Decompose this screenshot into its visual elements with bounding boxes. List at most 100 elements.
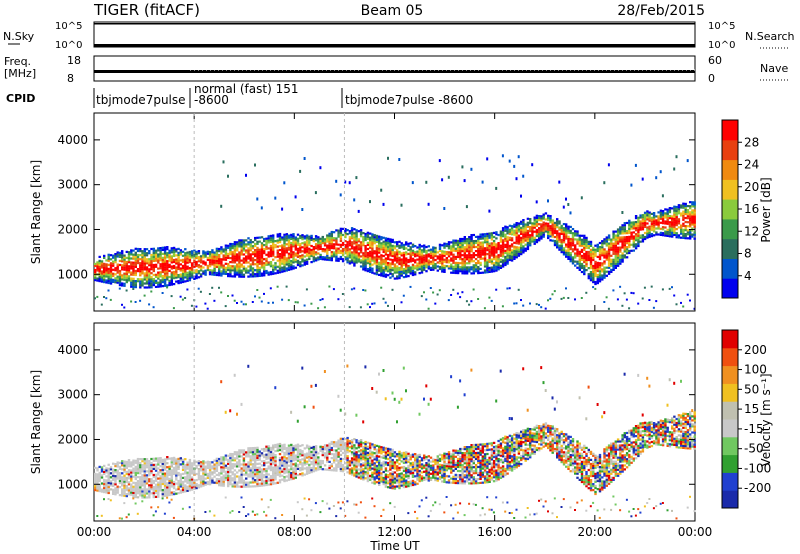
data-cell bbox=[159, 469, 162, 472]
data-cell bbox=[240, 475, 243, 478]
data-cell bbox=[247, 455, 250, 458]
data-cell bbox=[463, 236, 466, 239]
data-cell bbox=[675, 218, 678, 221]
data-cell bbox=[414, 265, 417, 268]
data-cell bbox=[547, 299, 549, 302]
data-cell bbox=[220, 250, 223, 253]
data-cell bbox=[263, 474, 266, 477]
data-cell bbox=[206, 256, 210, 259]
data-cell bbox=[195, 479, 198, 482]
data-cell bbox=[301, 238, 304, 241]
data-cell bbox=[130, 485, 133, 488]
data-cell bbox=[441, 258, 444, 261]
data-cell bbox=[429, 248, 433, 251]
data-cell bbox=[114, 481, 117, 484]
data-cell bbox=[443, 254, 446, 257]
data-cell bbox=[452, 239, 455, 242]
data-cell bbox=[145, 268, 149, 271]
data-cell bbox=[170, 469, 173, 472]
data-cell bbox=[470, 240, 473, 243]
data-cell bbox=[400, 262, 403, 265]
data-cell bbox=[107, 498, 110, 500]
data-cell bbox=[625, 256, 629, 259]
data-cell bbox=[251, 481, 255, 484]
data-cell bbox=[450, 247, 453, 250]
data-cell bbox=[691, 219, 694, 222]
data-cell bbox=[190, 468, 194, 471]
data-cell bbox=[472, 233, 475, 237]
data-cell bbox=[107, 477, 110, 480]
data-cell bbox=[269, 448, 273, 452]
data-cell bbox=[112, 470, 115, 473]
data-cell bbox=[190, 266, 194, 269]
data-cell bbox=[249, 269, 252, 272]
data-cell bbox=[224, 266, 228, 269]
data-cell bbox=[186, 271, 189, 274]
data-cell bbox=[524, 237, 527, 240]
data-cell bbox=[616, 240, 620, 243]
data-cell bbox=[125, 466, 128, 469]
data-cell bbox=[522, 233, 525, 236]
data-cell bbox=[236, 273, 239, 276]
data-cell bbox=[353, 254, 356, 257]
data-cell bbox=[540, 223, 543, 226]
data-cell bbox=[136, 480, 140, 483]
data-cell bbox=[132, 463, 135, 466]
data-cell bbox=[580, 242, 584, 245]
data-cell bbox=[459, 266, 462, 269]
data-cell bbox=[684, 202, 687, 205]
data-cell bbox=[163, 492, 167, 495]
data-cell bbox=[592, 246, 595, 249]
data-cell bbox=[118, 287, 121, 290]
data-cell bbox=[319, 243, 322, 246]
data-cell bbox=[488, 296, 491, 299]
data-cell bbox=[400, 254, 403, 257]
data-cell bbox=[598, 274, 602, 277]
data-cell bbox=[204, 271, 207, 274]
data-cell bbox=[389, 276, 392, 279]
data-cell bbox=[432, 268, 435, 271]
data-cell bbox=[323, 238, 327, 241]
data-cell bbox=[619, 246, 622, 249]
data-cell bbox=[501, 247, 505, 250]
data-cell bbox=[382, 248, 385, 251]
data-cell bbox=[598, 252, 602, 255]
data-cell bbox=[465, 300, 468, 303]
data-cell bbox=[330, 253, 333, 256]
data-cell bbox=[141, 466, 144, 469]
data-cell bbox=[364, 247, 367, 250]
data-cell bbox=[263, 456, 266, 459]
data-cell bbox=[157, 277, 160, 280]
data-cell bbox=[166, 246, 169, 249]
data-cell bbox=[517, 252, 521, 255]
data-cell bbox=[143, 460, 146, 463]
data-cell bbox=[116, 475, 119, 478]
data-cell bbox=[364, 261, 367, 264]
data-cell bbox=[166, 276, 169, 279]
data-cell bbox=[98, 465, 101, 468]
data-cell bbox=[179, 475, 182, 478]
data-cell bbox=[166, 472, 169, 475]
data-cell bbox=[691, 203, 694, 206]
data-cell bbox=[159, 279, 162, 282]
data-cell bbox=[648, 231, 651, 234]
data-cell bbox=[587, 277, 590, 280]
data-cell bbox=[150, 461, 153, 465]
data-cell bbox=[348, 236, 352, 239]
data-cell bbox=[416, 252, 419, 255]
data-cell bbox=[159, 265, 162, 268]
data-cell bbox=[418, 249, 421, 253]
data-cell bbox=[508, 258, 512, 262]
data-cell bbox=[560, 226, 563, 229]
data-cell bbox=[616, 238, 620, 241]
data-cell bbox=[479, 255, 482, 258]
data-cell bbox=[384, 241, 388, 244]
data-cell bbox=[375, 263, 379, 266]
data-cell bbox=[610, 270, 613, 273]
data-cell bbox=[362, 260, 365, 263]
data-cell bbox=[317, 242, 320, 245]
data-cell bbox=[256, 452, 259, 455]
data-cell bbox=[213, 467, 216, 470]
data-cell bbox=[240, 241, 243, 244]
data-cell bbox=[215, 253, 219, 256]
